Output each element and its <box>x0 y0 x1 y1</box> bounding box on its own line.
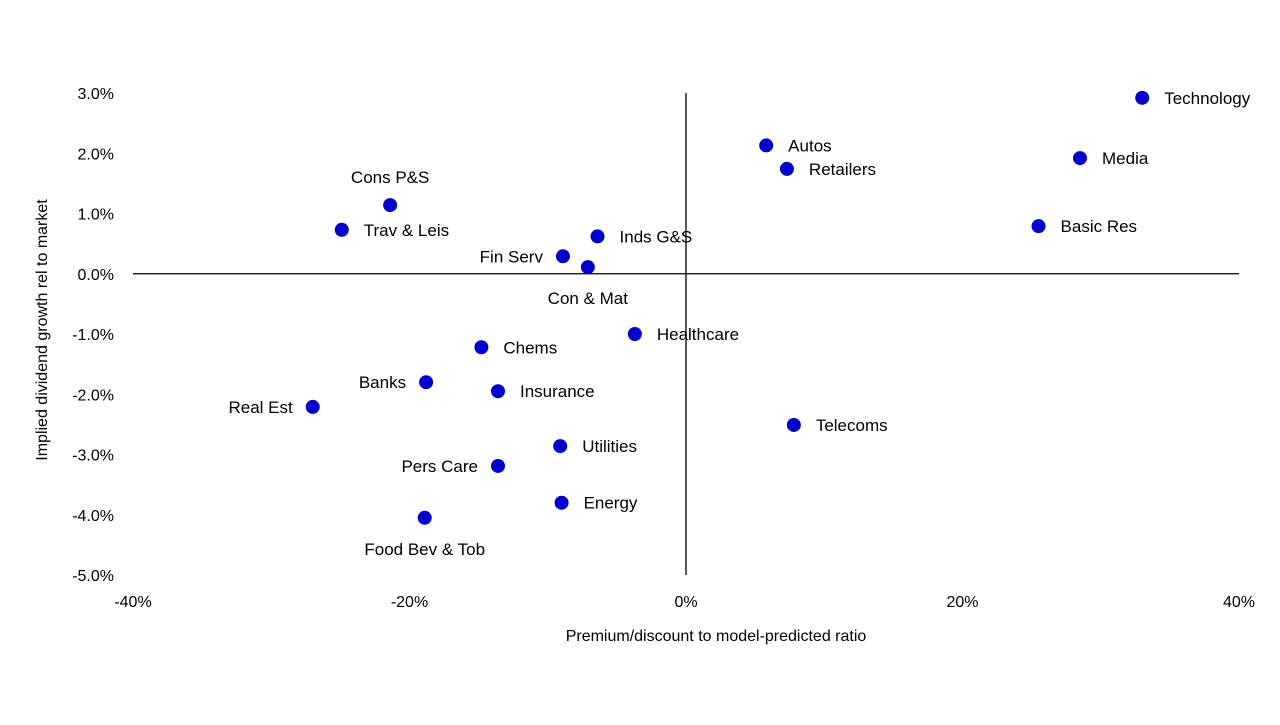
x-tick-label: 40% <box>1223 594 1255 611</box>
y-axis-label: Implied dividend growth rel to market <box>34 199 51 461</box>
data-point-label: Insurance <box>520 382 595 401</box>
x-tick-label: -40% <box>114 594 151 611</box>
tick-labels: -40% -20% 0% 20% 40% 3.0% 2.0% 1.0% 0.0% -1.0% -2.… <box>72 86 1255 611</box>
data-point <box>490 384 505 399</box>
data-point <box>417 510 432 525</box>
data-point-label: Energy <box>584 494 638 513</box>
data-point-label: Inds G&S <box>620 227 693 246</box>
data-point-label: Cons P&S <box>351 168 429 187</box>
data-point-label: Real Est <box>228 398 293 417</box>
data-point-label: Pers Care <box>401 457 478 476</box>
y-tick-label: -5.0% <box>72 568 114 585</box>
x-tick-label: 0% <box>674 594 697 611</box>
data-point-label: Telecoms <box>816 416 888 435</box>
data-point <box>759 138 774 153</box>
data-points: Technology Media Basic Res Autos Retailers Te… <box>228 89 1250 559</box>
x-axis-label: Premium/discount to model-predicted rati… <box>566 628 867 645</box>
data-point <box>1031 219 1046 234</box>
data-point-label: Fin Serv <box>480 247 544 266</box>
data-point <box>419 375 434 390</box>
x-tick-label: 20% <box>946 594 978 611</box>
axes <box>133 93 1239 575</box>
y-tick-label: 2.0% <box>78 146 114 163</box>
data-point <box>1073 151 1088 166</box>
data-point <box>553 439 568 454</box>
data-point-label: Con & Mat <box>548 289 629 308</box>
data-point-label: Media <box>1102 149 1149 168</box>
y-tick-label: 0.0% <box>78 267 114 284</box>
y-tick-label: -4.0% <box>72 508 114 525</box>
y-tick-label: -1.0% <box>72 327 114 344</box>
data-point-label: Chems <box>503 338 557 357</box>
data-point-label: Technology <box>1164 89 1251 108</box>
data-point <box>627 327 642 341</box>
data-point-label: Retailers <box>809 160 876 179</box>
data-point-label: Food Bev & Tob <box>364 540 485 559</box>
data-point <box>580 260 595 275</box>
data-point <box>554 495 569 510</box>
data-point <box>490 458 505 473</box>
data-point <box>474 340 489 355</box>
data-point-label: Healthcare <box>657 325 739 344</box>
data-point <box>779 161 794 176</box>
y-tick-label: 1.0% <box>78 207 114 224</box>
data-point-label: Autos <box>788 136 831 155</box>
y-tick-label: -2.0% <box>72 387 114 404</box>
data-point <box>1135 90 1150 105</box>
data-point <box>590 229 605 244</box>
data-point-label: Utilities <box>582 437 637 456</box>
data-point-label: Banks <box>359 373 406 392</box>
x-tick-label: -20% <box>391 594 428 611</box>
data-point <box>786 417 801 432</box>
y-tick-label: -3.0% <box>72 448 114 465</box>
data-point <box>555 249 570 264</box>
data-point <box>305 399 320 414</box>
data-point <box>383 198 398 213</box>
data-point-label: Trav & Leis <box>364 221 449 240</box>
data-point <box>334 222 349 237</box>
data-point-label: Basic Res <box>1061 217 1138 236</box>
y-tick-label: 3.0% <box>78 86 114 103</box>
